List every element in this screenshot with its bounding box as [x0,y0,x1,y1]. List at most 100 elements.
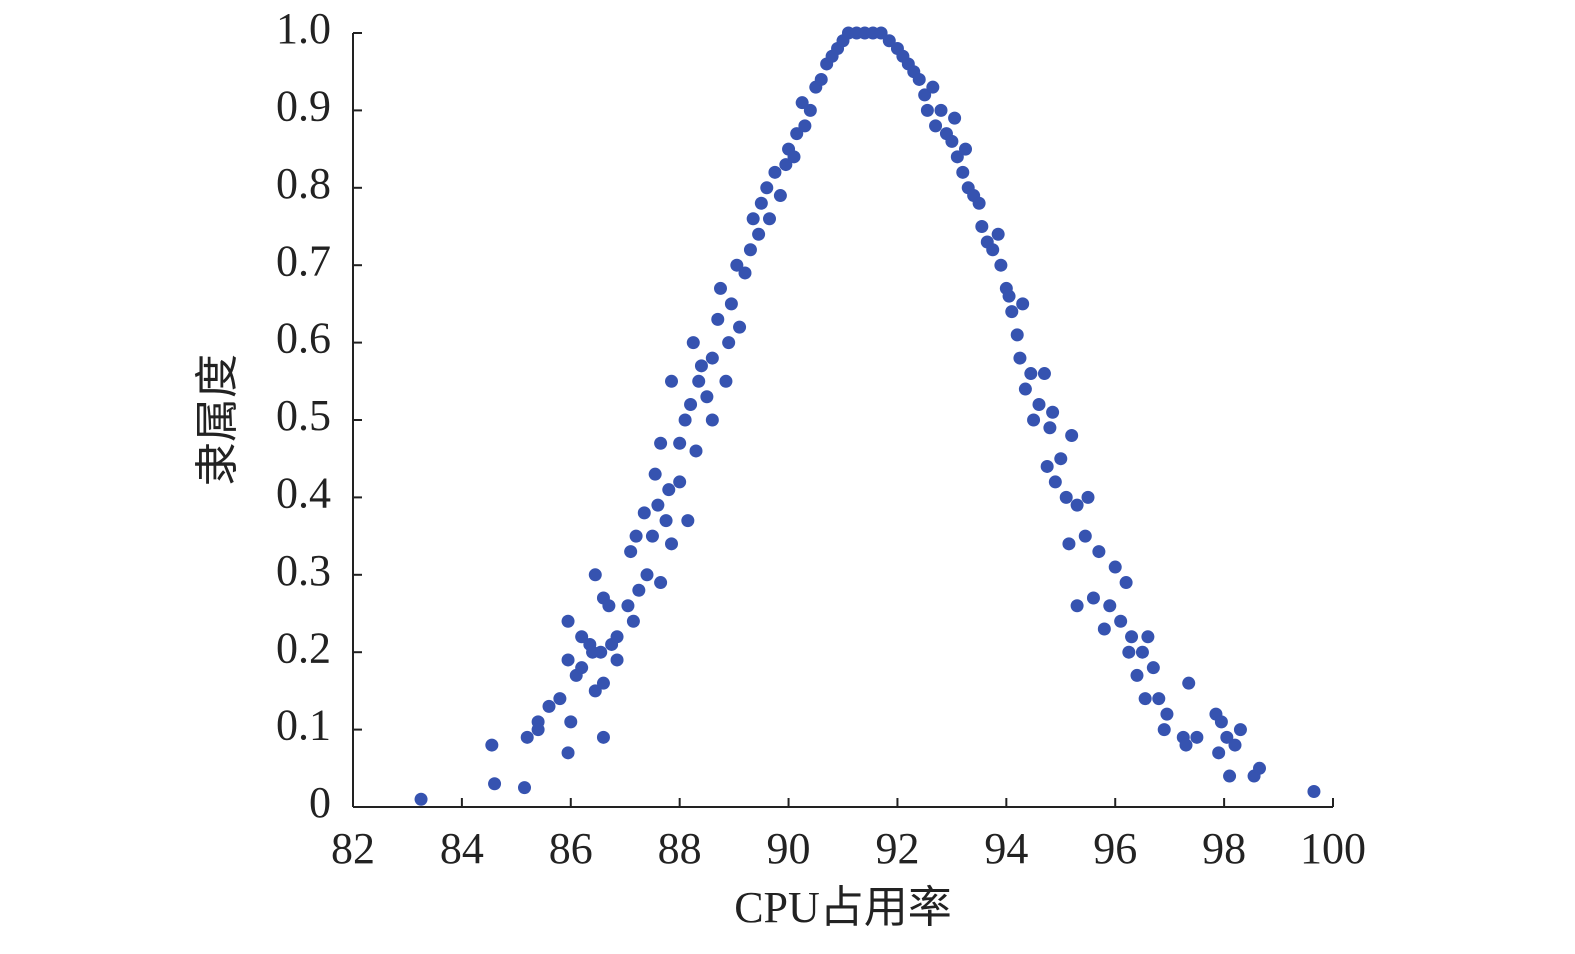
point [746,212,760,226]
x-tick-label: 100 [1300,824,1366,873]
point [779,158,793,172]
point [950,150,964,164]
point [594,645,608,659]
point [654,436,668,450]
point [956,165,970,179]
point [1016,297,1030,311]
point [1062,537,1076,551]
point [1024,367,1038,381]
y-tick-label: 0.8 [276,159,331,208]
point [795,96,809,110]
point [1043,421,1057,435]
point [692,374,706,388]
point [714,281,727,295]
point [719,374,733,388]
point [651,498,665,512]
point [681,514,695,528]
point [814,72,828,86]
point [1054,452,1068,466]
x-axis-label: CPU占用率 [734,883,952,932]
point [689,444,703,458]
point [1027,413,1041,427]
point [1081,490,1095,504]
point [1059,490,1073,504]
point [1182,676,1196,690]
point [1160,707,1174,721]
point [575,630,589,644]
point [1010,328,1024,342]
point [485,738,499,752]
point [1220,730,1234,744]
point [561,653,575,667]
point [1114,614,1128,628]
point [798,119,812,133]
point [926,80,940,94]
point [1040,459,1054,473]
point [662,483,676,497]
point [760,181,774,195]
point [1307,785,1321,799]
point [1122,645,1136,659]
point [1146,661,1160,675]
point [787,150,801,164]
point [1046,405,1060,419]
point [575,661,589,675]
point [959,142,972,156]
x-tick-label: 86 [549,824,593,873]
point [754,196,768,210]
point [918,88,932,102]
y-tick-label: 0.2 [276,623,331,672]
point [1048,475,1062,489]
y-tick-label: 0.6 [276,314,331,363]
point [790,127,804,141]
point [518,781,531,795]
point [610,653,624,667]
y-tick-label: 0.3 [276,546,331,595]
point [520,730,534,744]
point [882,34,896,48]
point [705,351,719,365]
point [1135,645,1149,659]
point [1032,398,1046,412]
y-tick-label: 0 [309,778,331,827]
point [414,792,428,806]
point [1037,367,1051,381]
y-tick-label: 1.0 [276,4,331,53]
point [711,312,725,326]
point [934,103,948,117]
point [686,336,700,350]
point [1013,351,1027,365]
y-tick-label: 0.7 [276,236,331,285]
point [722,336,736,350]
y-tick-label: 0.1 [276,701,331,750]
point [733,320,747,334]
point [1070,599,1084,613]
x-tick-label: 98 [1202,824,1246,873]
point [632,583,646,597]
point [626,614,640,628]
point [975,220,989,233]
point [945,134,959,148]
point [929,119,943,133]
point [1253,761,1266,775]
x-tick-label: 82 [331,824,375,873]
point [1223,769,1237,783]
point [1002,289,1016,303]
point [1103,599,1117,613]
point [912,72,926,86]
point [972,196,986,210]
x-tick-label: 96 [1093,824,1137,873]
point [648,467,662,481]
point [763,212,776,226]
point [1212,746,1226,760]
point [1130,668,1144,682]
point [994,258,1008,272]
point [678,413,692,427]
point [803,103,817,117]
point [738,266,752,280]
x-tick-label: 88 [658,824,702,873]
point [1141,630,1155,644]
point [629,529,643,543]
